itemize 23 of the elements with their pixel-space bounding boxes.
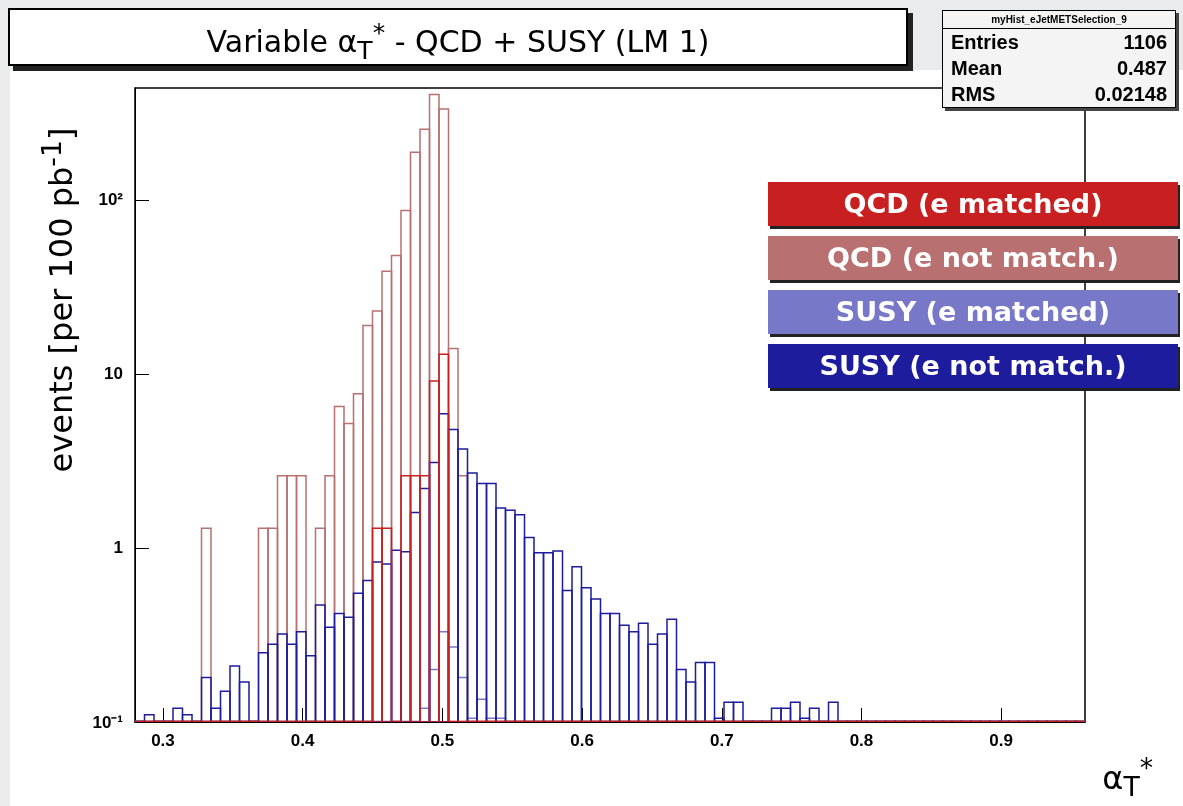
- x-tick-label: 0.9: [989, 731, 1013, 750]
- text: 0.487: [1116, 56, 1167, 80]
- text: QCD (e matched): [768, 182, 1178, 226]
- text: myHist_eJetMETSelection_9: [943, 11, 1175, 29]
- x-tick-label: 0.7: [709, 731, 734, 750]
- y-tick-label: 10: [104, 364, 123, 384]
- x-tick-label: 0.6: [570, 731, 594, 750]
- text: QCD (e not match.): [768, 236, 1178, 280]
- text: 1106: [1123, 30, 1167, 54]
- text: SUSY (e matched): [768, 290, 1178, 334]
- x-tick-label: 0.4: [290, 731, 315, 750]
- text: Mean: [951, 56, 1003, 80]
- text: 0.02148: [1094, 82, 1167, 106]
- x-tick-label: 0.5: [430, 731, 455, 750]
- text: SUSY (e not match.): [768, 344, 1178, 388]
- chart-title: Variable α$_{T}$$^{*}$ - QCD + SUSY (LM 1): [8, 8, 908, 66]
- y-tick-label: 10⁻¹: [92, 712, 124, 732]
- y-tick-label: 10²: [98, 190, 124, 210]
- annotation: RMS: [951, 82, 996, 106]
- y-tick-label: 1: [113, 538, 123, 558]
- text: Entries: [951, 30, 1019, 54]
- x-tick-label: 0.3: [151, 731, 175, 750]
- x-tick-label: 0.8: [849, 731, 874, 750]
